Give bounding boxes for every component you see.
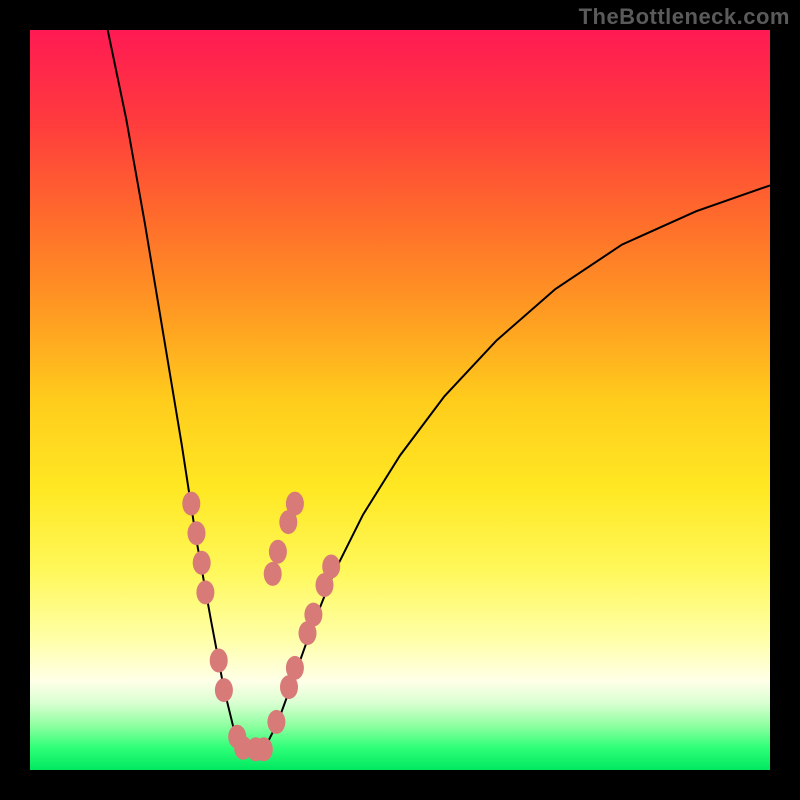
curve-marker [286,656,304,680]
curve-marker [264,562,282,586]
watermark-text: TheBottleneck.com [579,4,790,30]
curve-marker [269,540,287,564]
curve-marker [267,710,285,734]
curve-marker [215,678,233,702]
plot-background [30,30,770,770]
curve-marker [196,580,214,604]
curve-marker [304,603,322,627]
chart-root: TheBottleneck.com [0,0,800,800]
bottleneck-chart-svg [0,0,800,800]
curve-marker [255,737,273,761]
curve-marker [210,649,228,673]
curve-marker [193,551,211,575]
curve-marker [188,521,206,545]
curve-marker [182,492,200,516]
curve-marker [279,510,297,534]
curve-marker [322,555,340,579]
